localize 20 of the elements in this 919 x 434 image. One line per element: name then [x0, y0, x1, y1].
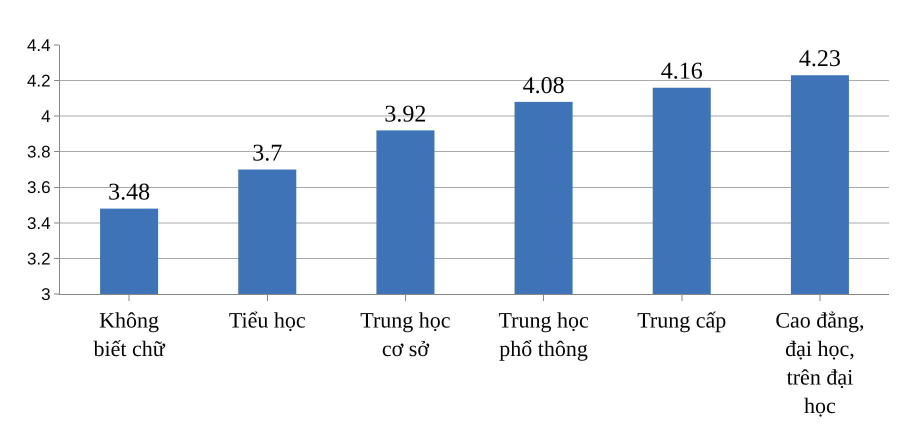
- y-tick-label: 3.8: [26, 142, 51, 162]
- x-tick-label: Trung cấp: [637, 307, 726, 332]
- data-label: 3.92: [384, 101, 426, 128]
- data-label: 4.08: [522, 72, 565, 99]
- data-label: 4.23: [798, 46, 841, 72]
- y-tick-label: 3.6: [26, 178, 51, 198]
- x-tick-label: Không biết chữ: [93, 307, 166, 361]
- y-tick-label: 3.2: [26, 249, 51, 268]
- y-tick-label: 4.2: [26, 72, 51, 91]
- data-label: 3.7: [252, 140, 282, 166]
- y-tick-label: 3.4: [26, 214, 51, 233]
- x-tick-label: Trung học cơ sở: [360, 307, 451, 361]
- y-tick-label: 4: [41, 107, 51, 126]
- data-label: 4.16: [660, 58, 703, 85]
- y-tick-label: 4.4: [26, 36, 51, 55]
- x-tick-label: Tiểu học: [228, 307, 306, 332]
- data-label: 3.48: [108, 180, 150, 206]
- y-tick-label: 3: [41, 284, 51, 304]
- x-tick-label: Trung học phổ thông: [498, 307, 589, 361]
- x-tick-label: Cao đẳng, đại học, trên đại học: [775, 307, 865, 418]
